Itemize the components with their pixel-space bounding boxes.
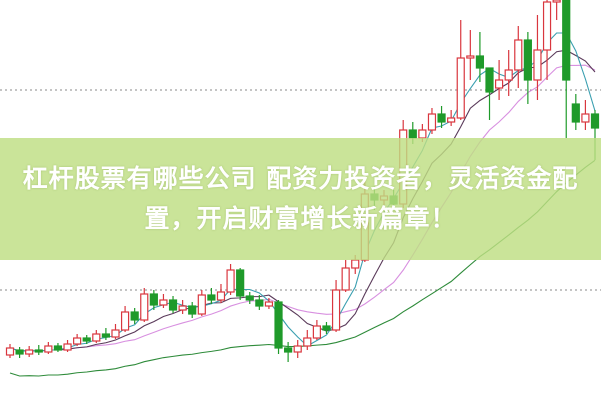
candle-down [255, 299, 264, 307]
candle-down [437, 113, 446, 123]
candle-down [188, 305, 197, 315]
candle-up [466, 55, 475, 59]
candle-up [514, 39, 523, 71]
candle-up [111, 329, 120, 338]
candle-down [236, 269, 245, 297]
candle-down [149, 293, 158, 306]
candle-up [216, 291, 226, 301]
candle-down [284, 347, 293, 353]
candle-up [73, 337, 82, 345]
candle-down [475, 55, 485, 69]
candle-up [226, 269, 235, 293]
ma10-line [9, 49, 596, 352]
candle-down [485, 67, 494, 93]
candle-up [542, 1, 552, 51]
candle-up [494, 79, 504, 89]
candle-down [53, 345, 63, 351]
candle-up [418, 129, 427, 139]
candle-down [130, 311, 139, 321]
candle-up [92, 333, 101, 342]
candle-up [303, 337, 312, 347]
candle-up [44, 345, 53, 353]
candle-down [523, 39, 532, 81]
candle-up [447, 117, 456, 123]
candle-up [178, 305, 187, 311]
candle-up [197, 294, 206, 315]
headline-banner: 杠杆股票有哪些公司 配资力投资者，灵活资金配 置，开启财富增长新篇章！ [0, 138, 601, 260]
candle-down [15, 349, 24, 355]
candle-down [590, 113, 600, 129]
candle-up [159, 299, 168, 306]
candle-up [312, 325, 321, 339]
candle-up [5, 347, 15, 356]
headline-line-2: 置，开启财富增长新篇章！ [144, 204, 457, 233]
candle-down [82, 337, 91, 342]
candle-up [331, 289, 341, 331]
candle-up [351, 259, 360, 269]
candle-up [504, 69, 513, 81]
candle-up [63, 343, 72, 351]
candle-up [456, 57, 465, 119]
ma20-line [9, 64, 596, 352]
candle-up [341, 267, 350, 291]
candle-up [533, 49, 542, 81]
candle-up [120, 311, 130, 331]
candle-up [427, 113, 437, 131]
candle-down [207, 294, 216, 301]
candle-up [581, 113, 590, 123]
candle-down [101, 333, 111, 338]
candle-down [245, 295, 254, 301]
candle-down [34, 349, 43, 353]
candle-down [168, 299, 178, 311]
candle-up [552, 0, 561, 3]
candle-down [274, 301, 283, 349]
candle-down [408, 129, 417, 139]
candle-up [293, 345, 302, 353]
candle-down [562, 0, 571, 81]
candle-down [571, 103, 580, 123]
headline-line-1: 杠杆股票有哪些公司 配资力投资者，灵活资金配 [22, 164, 579, 193]
candle-up [25, 349, 34, 355]
candle-up [140, 293, 149, 321]
candle-down [322, 325, 331, 331]
candle-up [264, 301, 274, 307]
